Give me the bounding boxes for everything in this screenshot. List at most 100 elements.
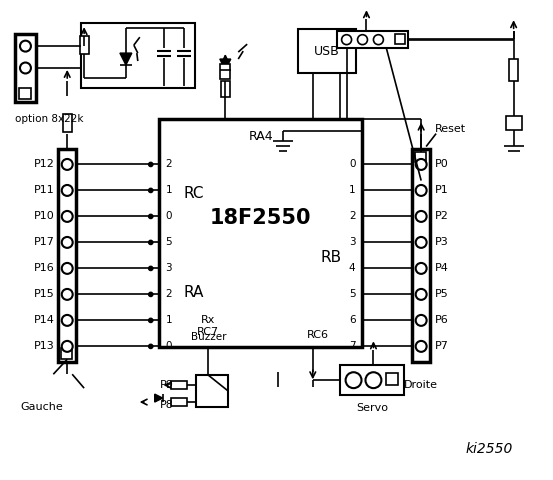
Text: P13: P13 bbox=[34, 341, 54, 351]
Circle shape bbox=[149, 162, 153, 167]
Circle shape bbox=[20, 41, 31, 51]
Text: P15: P15 bbox=[34, 289, 54, 300]
Text: Reset: Reset bbox=[435, 124, 466, 133]
Circle shape bbox=[149, 240, 153, 244]
Bar bbox=[509, 59, 518, 81]
Circle shape bbox=[62, 289, 72, 300]
Circle shape bbox=[373, 35, 383, 45]
Circle shape bbox=[416, 237, 426, 248]
Bar bbox=[395, 34, 405, 44]
Text: P11: P11 bbox=[34, 185, 54, 195]
Circle shape bbox=[358, 35, 368, 45]
Text: 3: 3 bbox=[349, 238, 356, 247]
Bar bbox=[340, 365, 404, 395]
Circle shape bbox=[62, 211, 72, 222]
Text: P5: P5 bbox=[435, 289, 449, 300]
Circle shape bbox=[62, 237, 72, 248]
Text: Droite: Droite bbox=[404, 380, 438, 390]
Text: 2: 2 bbox=[349, 211, 356, 221]
Text: P14: P14 bbox=[33, 315, 54, 325]
Text: ki2550: ki2550 bbox=[465, 442, 513, 456]
Bar bbox=[221, 81, 230, 97]
Bar bbox=[337, 31, 408, 48]
Circle shape bbox=[416, 289, 426, 300]
Bar bbox=[18, 88, 32, 99]
Bar bbox=[412, 148, 430, 362]
Text: P8: P8 bbox=[160, 400, 174, 410]
Text: 0: 0 bbox=[349, 159, 356, 169]
Text: P1: P1 bbox=[435, 185, 449, 195]
Polygon shape bbox=[220, 59, 231, 70]
Circle shape bbox=[416, 159, 426, 170]
Text: 2: 2 bbox=[166, 159, 173, 169]
Text: P16: P16 bbox=[34, 264, 54, 274]
Circle shape bbox=[149, 215, 153, 218]
Text: P12: P12 bbox=[33, 159, 54, 169]
Bar bbox=[81, 23, 195, 88]
Bar bbox=[171, 398, 186, 406]
Bar bbox=[171, 381, 186, 389]
Text: P0: P0 bbox=[435, 159, 449, 169]
Circle shape bbox=[342, 35, 352, 45]
Text: P4: P4 bbox=[435, 264, 449, 274]
Circle shape bbox=[366, 372, 382, 388]
Bar bbox=[387, 373, 398, 385]
Text: 5: 5 bbox=[349, 289, 356, 300]
Text: 1: 1 bbox=[349, 185, 356, 195]
Circle shape bbox=[416, 341, 426, 352]
Text: 7: 7 bbox=[349, 341, 356, 351]
Text: Gauche: Gauche bbox=[20, 402, 62, 412]
Circle shape bbox=[149, 189, 153, 192]
Circle shape bbox=[416, 263, 426, 274]
Text: RB: RB bbox=[320, 251, 341, 265]
Text: RA: RA bbox=[183, 285, 204, 300]
Circle shape bbox=[416, 315, 426, 326]
Circle shape bbox=[346, 372, 362, 388]
Text: option 8x22k: option 8x22k bbox=[14, 114, 83, 124]
Bar bbox=[58, 148, 76, 362]
Text: 2: 2 bbox=[166, 289, 173, 300]
Circle shape bbox=[20, 62, 31, 73]
Text: USB: USB bbox=[314, 45, 340, 58]
Text: 3: 3 bbox=[166, 264, 173, 274]
Circle shape bbox=[149, 318, 153, 323]
Circle shape bbox=[62, 263, 72, 274]
Text: RC: RC bbox=[183, 186, 204, 201]
Bar bbox=[62, 114, 72, 132]
Bar bbox=[415, 152, 426, 162]
Bar bbox=[61, 348, 72, 360]
Bar bbox=[196, 375, 228, 407]
Text: P7: P7 bbox=[435, 341, 449, 351]
Text: Rx: Rx bbox=[201, 314, 216, 324]
Bar bbox=[80, 36, 88, 54]
Text: 0: 0 bbox=[166, 211, 172, 221]
Bar bbox=[298, 29, 356, 73]
Text: RA4: RA4 bbox=[248, 130, 273, 143]
Circle shape bbox=[62, 185, 72, 196]
Text: 6: 6 bbox=[349, 315, 356, 325]
Text: P17: P17 bbox=[33, 238, 54, 247]
Bar bbox=[505, 116, 521, 130]
Text: RC6: RC6 bbox=[307, 330, 329, 340]
Bar bbox=[14, 34, 36, 102]
Text: 5: 5 bbox=[166, 238, 173, 247]
Circle shape bbox=[416, 211, 426, 222]
Circle shape bbox=[62, 159, 72, 170]
Text: RC7: RC7 bbox=[197, 327, 220, 337]
Text: 0: 0 bbox=[166, 341, 172, 351]
Circle shape bbox=[149, 292, 153, 296]
Circle shape bbox=[62, 341, 72, 352]
Circle shape bbox=[149, 266, 153, 270]
Text: 1: 1 bbox=[166, 315, 173, 325]
Polygon shape bbox=[155, 394, 163, 402]
Text: 18F2550: 18F2550 bbox=[210, 208, 311, 228]
Bar bbox=[220, 64, 230, 79]
Text: P10: P10 bbox=[34, 211, 54, 221]
Text: 4: 4 bbox=[349, 264, 356, 274]
Circle shape bbox=[416, 185, 426, 196]
Circle shape bbox=[149, 344, 153, 348]
Text: P9: P9 bbox=[160, 380, 174, 390]
Polygon shape bbox=[120, 53, 132, 65]
Bar bbox=[159, 119, 363, 348]
Circle shape bbox=[62, 315, 72, 326]
